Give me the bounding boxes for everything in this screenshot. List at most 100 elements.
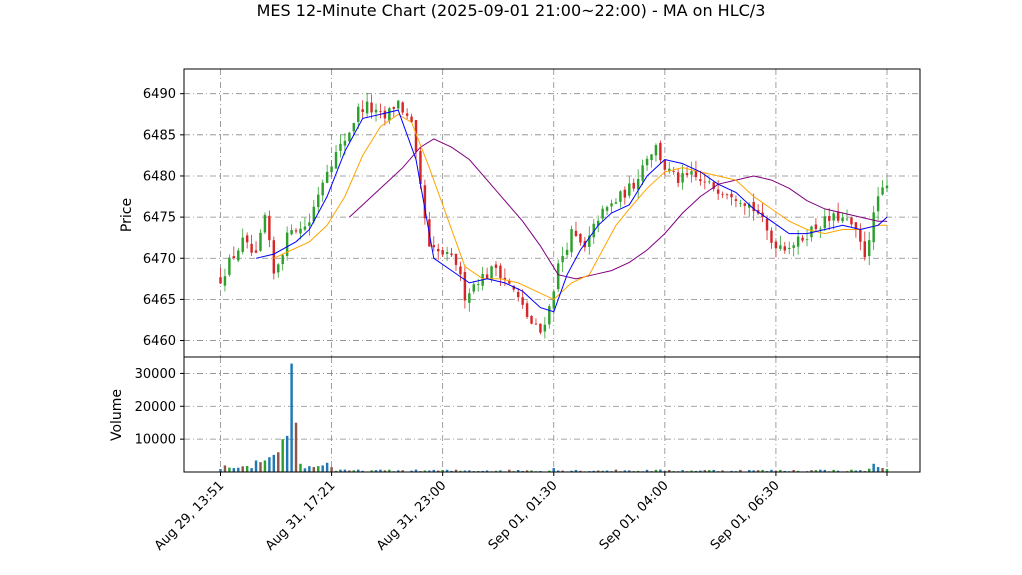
candle-up [241, 237, 244, 252]
candle-up [325, 171, 329, 183]
candle-up [552, 291, 555, 309]
volume-bar [308, 466, 311, 472]
candle-down [432, 245, 436, 248]
price-tick-label: 6490 [143, 87, 176, 102]
volume-bar [312, 467, 316, 472]
volume-bar [859, 470, 862, 472]
volume-bar [299, 463, 302, 472]
volume-bar [339, 469, 342, 472]
volume-bar [721, 470, 724, 472]
volume-bar [219, 469, 222, 472]
volume-bar [783, 470, 787, 472]
price-panel: 6460 6465 6470 6475 6480 6485 6490 Price [119, 68, 921, 358]
volume-bar [730, 470, 733, 472]
volume-bar [868, 468, 871, 472]
candle-up [561, 256, 564, 263]
candle-down [268, 215, 271, 241]
volume-bar [343, 469, 347, 472]
candle-down [783, 246, 787, 251]
volume-bar [263, 460, 267, 472]
candle-up [330, 166, 333, 173]
volume-bar [601, 470, 604, 472]
candle-up [601, 208, 604, 219]
candle-up [819, 228, 822, 230]
volume-bar [388, 469, 391, 472]
candle-up [596, 220, 600, 226]
price-tick-label: 6485 [143, 128, 176, 143]
volume-bar [245, 465, 249, 472]
volume-bar [814, 470, 818, 472]
candle-up [228, 257, 231, 275]
candle-up [588, 235, 591, 247]
candle-down [485, 274, 489, 279]
volume-tick-label: 30000 [135, 367, 176, 382]
candle-down [663, 159, 667, 170]
volume-bar [499, 470, 502, 472]
candle-down [672, 170, 675, 172]
candle-down [743, 203, 747, 206]
candle-up [374, 109, 378, 113]
volume-tick-label: 10000 [135, 433, 176, 448]
candle-down [623, 189, 627, 198]
candle-up [490, 266, 493, 281]
volume-bar [325, 462, 329, 472]
volume-bar [241, 466, 244, 472]
volume-bar [614, 469, 618, 472]
candle-down [863, 241, 867, 258]
price-tick-label: 6465 [143, 293, 176, 308]
candle-down [579, 233, 582, 243]
volume-bar [850, 469, 853, 472]
candle-down [725, 194, 729, 196]
candle-up [476, 284, 480, 285]
candle-up [788, 247, 791, 250]
candle-down [232, 256, 236, 259]
price-y-ticks: 6460 6465 6470 6475 6480 6485 6490 [143, 87, 184, 349]
candle-up [748, 204, 751, 208]
candle-up [614, 202, 618, 204]
candle-down [272, 240, 276, 274]
volume-bar [437, 470, 440, 472]
volume-bar [321, 465, 324, 472]
candle-up [805, 239, 809, 241]
candle-up [303, 226, 307, 230]
volume-bar [334, 470, 338, 472]
volume-bar [854, 470, 858, 472]
volume-bar [254, 460, 258, 472]
volume-bar [592, 470, 595, 472]
candle-down [712, 182, 715, 189]
volume-bar [494, 470, 498, 472]
ma-mid-line [273, 113, 887, 300]
volume-bar [237, 467, 240, 472]
volume-bar [357, 469, 360, 472]
volume-panel: 10000 20000 30000 Volume [109, 356, 921, 473]
chart-title: MES 12-Minute Chart (2025-09-01 21:00~22… [257, 1, 766, 20]
volume-bar [823, 469, 827, 472]
volume-bar [428, 470, 431, 472]
candle-down [801, 237, 804, 241]
candle-down [405, 113, 409, 116]
candle-up [343, 140, 347, 146]
volume-tick-label: 20000 [135, 400, 176, 415]
candle-down [534, 323, 538, 325]
candle-down [494, 264, 498, 268]
price-tick-label: 6480 [143, 169, 176, 184]
volume-bar [232, 468, 236, 472]
candle-up [223, 276, 227, 286]
volume-bar [770, 469, 773, 472]
candle-down [419, 151, 422, 184]
candle-down [379, 111, 382, 112]
candle-up [872, 212, 875, 243]
volume-bar [832, 469, 835, 472]
volume-bar [703, 470, 707, 472]
x-axis-ticks: Aug 29, 13:51 Aug 31, 17:21 Aug 31, 23:00 S… [152, 472, 888, 554]
volume-bar [881, 468, 884, 472]
candle-up [592, 223, 595, 238]
volume-bar [668, 470, 671, 472]
volume-bar [748, 469, 751, 472]
candle-up [605, 207, 609, 211]
candle-up [299, 228, 302, 234]
candle-down [530, 315, 533, 324]
volume-bar [454, 469, 458, 472]
volume-bar [423, 470, 427, 472]
